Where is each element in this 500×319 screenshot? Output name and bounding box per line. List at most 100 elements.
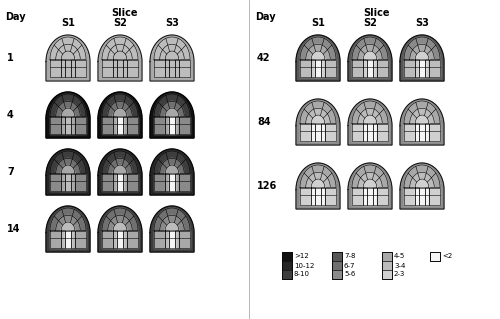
Polygon shape xyxy=(169,60,175,77)
Text: 7: 7 xyxy=(7,167,14,177)
Polygon shape xyxy=(169,174,175,191)
Polygon shape xyxy=(377,60,388,77)
Polygon shape xyxy=(175,231,179,248)
Polygon shape xyxy=(113,60,117,77)
Polygon shape xyxy=(50,174,61,191)
Polygon shape xyxy=(160,44,184,60)
Text: S3: S3 xyxy=(415,18,429,28)
Polygon shape xyxy=(352,124,363,141)
Polygon shape xyxy=(165,165,179,174)
Bar xyxy=(282,252,292,261)
Polygon shape xyxy=(127,60,138,77)
Text: 7-8: 7-8 xyxy=(344,254,356,259)
Bar xyxy=(332,270,342,279)
Polygon shape xyxy=(321,60,325,77)
Bar xyxy=(382,270,392,279)
Polygon shape xyxy=(363,124,367,141)
Polygon shape xyxy=(410,108,434,124)
Polygon shape xyxy=(175,60,179,77)
Polygon shape xyxy=(165,51,179,60)
Text: S1: S1 xyxy=(311,18,325,28)
Polygon shape xyxy=(429,188,440,205)
Polygon shape xyxy=(300,165,336,188)
Polygon shape xyxy=(165,60,169,77)
Bar xyxy=(282,261,292,270)
Bar xyxy=(282,270,292,279)
Polygon shape xyxy=(348,35,392,81)
Polygon shape xyxy=(46,35,90,81)
Polygon shape xyxy=(179,231,190,248)
Polygon shape xyxy=(306,172,330,188)
Polygon shape xyxy=(425,60,429,77)
Polygon shape xyxy=(50,94,86,117)
Polygon shape xyxy=(400,163,444,209)
Polygon shape xyxy=(363,115,377,124)
Polygon shape xyxy=(61,222,75,231)
Polygon shape xyxy=(415,188,419,205)
Polygon shape xyxy=(154,60,165,77)
Polygon shape xyxy=(50,151,86,174)
Polygon shape xyxy=(404,165,440,188)
Polygon shape xyxy=(117,231,123,248)
Polygon shape xyxy=(113,174,117,191)
Text: 4-5: 4-5 xyxy=(394,254,405,259)
Polygon shape xyxy=(179,174,190,191)
Bar xyxy=(332,252,342,261)
Polygon shape xyxy=(363,188,367,205)
Text: Day: Day xyxy=(5,12,25,22)
Polygon shape xyxy=(160,158,184,174)
Polygon shape xyxy=(425,188,429,205)
Polygon shape xyxy=(154,174,165,191)
Polygon shape xyxy=(400,99,444,145)
Polygon shape xyxy=(113,117,117,134)
Text: 8-10: 8-10 xyxy=(294,271,310,278)
Polygon shape xyxy=(377,188,388,205)
Polygon shape xyxy=(311,179,325,188)
Polygon shape xyxy=(410,172,434,188)
Polygon shape xyxy=(300,60,311,77)
Polygon shape xyxy=(154,37,190,60)
Polygon shape xyxy=(311,51,325,60)
Polygon shape xyxy=(300,188,311,205)
Polygon shape xyxy=(61,165,75,174)
Polygon shape xyxy=(179,60,190,77)
Polygon shape xyxy=(108,44,132,60)
Polygon shape xyxy=(321,124,325,141)
Polygon shape xyxy=(46,206,90,252)
Text: 14: 14 xyxy=(7,224,20,234)
Polygon shape xyxy=(50,117,61,134)
Polygon shape xyxy=(367,60,373,77)
Polygon shape xyxy=(113,51,127,60)
Bar xyxy=(382,252,392,261)
Polygon shape xyxy=(352,60,363,77)
Polygon shape xyxy=(102,151,138,174)
Polygon shape xyxy=(98,92,142,138)
Text: 42: 42 xyxy=(257,53,270,63)
Polygon shape xyxy=(65,60,71,77)
Polygon shape xyxy=(325,188,336,205)
Bar xyxy=(282,252,292,279)
Polygon shape xyxy=(311,124,315,141)
Polygon shape xyxy=(306,108,330,124)
Polygon shape xyxy=(296,35,340,81)
Text: 6-7: 6-7 xyxy=(344,263,356,269)
Polygon shape xyxy=(429,60,440,77)
Text: S2: S2 xyxy=(363,18,377,28)
Polygon shape xyxy=(429,124,440,141)
Text: 10-12: 10-12 xyxy=(294,263,314,269)
Polygon shape xyxy=(154,208,190,231)
Polygon shape xyxy=(363,179,377,188)
Polygon shape xyxy=(127,174,138,191)
Polygon shape xyxy=(415,124,419,141)
Polygon shape xyxy=(296,163,340,209)
Polygon shape xyxy=(71,117,75,134)
Polygon shape xyxy=(117,117,123,134)
Polygon shape xyxy=(123,231,127,248)
Polygon shape xyxy=(46,92,90,138)
Polygon shape xyxy=(165,174,169,191)
Polygon shape xyxy=(127,231,138,248)
Text: Day: Day xyxy=(255,12,276,22)
Polygon shape xyxy=(98,206,142,252)
Polygon shape xyxy=(415,51,429,60)
Polygon shape xyxy=(108,158,132,174)
